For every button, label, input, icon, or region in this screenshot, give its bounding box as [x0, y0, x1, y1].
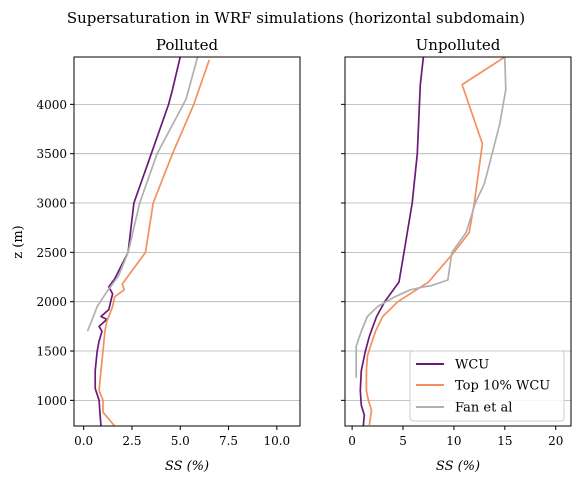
ytick-label-1500: 1500	[36, 345, 67, 359]
legend-box	[409, 350, 565, 422]
panel-unpolluted-title: Unpolluted	[416, 36, 501, 54]
series-line-unpolluted-top-10-wcu	[365, 57, 506, 426]
panel-polluted-xticks: 0.0 2.5 5.0 7.5 10.0	[74, 426, 290, 448]
ytick-label-3500: 3500	[36, 147, 67, 161]
panel-polluted-gridlines	[74, 103, 300, 401]
xtick-label-polluted-0: 0.0	[74, 434, 93, 448]
ytick-label-1000: 1000	[36, 394, 67, 408]
panel-unpolluted-axes-frame	[344, 56, 572, 427]
figure-suptitle: Supersaturation in WRF simulations (hori…	[67, 9, 525, 27]
panel-polluted: Polluted 0.0 2.5 5.0 7.5 10.0 1000 1500 2000 25…	[36, 36, 301, 474]
ytick-label-2000: 2000	[36, 295, 67, 309]
figure-ylabel: z (m)	[11, 225, 26, 258]
series-line-unpolluted-wcu	[359, 57, 425, 426]
xtick-label-polluted-4: 10.0	[263, 434, 290, 448]
ytick-label-3000: 3000	[36, 197, 67, 211]
series-line-polluted-wcu	[94, 57, 182, 426]
panel-polluted-series	[86, 57, 211, 426]
legend: WCU Top 10% WCU Fan et al	[409, 350, 565, 422]
xtick-label-polluted-1: 2.5	[122, 434, 141, 448]
xtick-label-unpolluted-2: 10	[446, 434, 461, 448]
xtick-label-unpolluted-4: 20	[548, 434, 563, 448]
legend-label-fan: Fan et al	[455, 401, 512, 416]
series-line-unpolluted-fan-et-al	[355, 57, 507, 378]
panel-unpolluted-series	[355, 57, 507, 426]
xtick-label-unpolluted-0: 0	[348, 434, 356, 448]
panel-unpolluted-yticks	[341, 103, 345, 401]
xtick-label-polluted-3: 7.5	[219, 434, 238, 448]
series-line-polluted-top-10-wcu	[98, 59, 211, 426]
panel-unpolluted-xticks: 0 5 10 15 20	[348, 426, 563, 448]
xtick-label-polluted-2: 5.0	[171, 434, 190, 448]
panel-unpolluted: Unpolluted 0 5 10 15 20 SS (%) WCU Top 10% W…	[341, 36, 572, 474]
panel-polluted-yticks: 1000 1500 2000 2500 3000 3500 4000	[36, 98, 74, 408]
xtick-label-unpolluted-3: 15	[497, 434, 512, 448]
panel-polluted-axes-frame	[73, 56, 301, 427]
xtick-label-unpolluted-1: 5	[399, 434, 407, 448]
series-line-polluted-fan-et-al	[86, 57, 199, 332]
ytick-label-4000: 4000	[36, 98, 67, 112]
legend-label-wcu: WCU	[455, 358, 489, 373]
panel-polluted-xlabel: SS (%)	[165, 459, 209, 474]
panel-unpolluted-gridlines	[345, 103, 571, 401]
ytick-label-2500: 2500	[36, 246, 67, 260]
legend-label-top10: Top 10% WCU	[455, 379, 550, 394]
panel-unpolluted-xlabel: SS (%)	[436, 459, 480, 474]
panel-polluted-title: Polluted	[156, 36, 219, 54]
